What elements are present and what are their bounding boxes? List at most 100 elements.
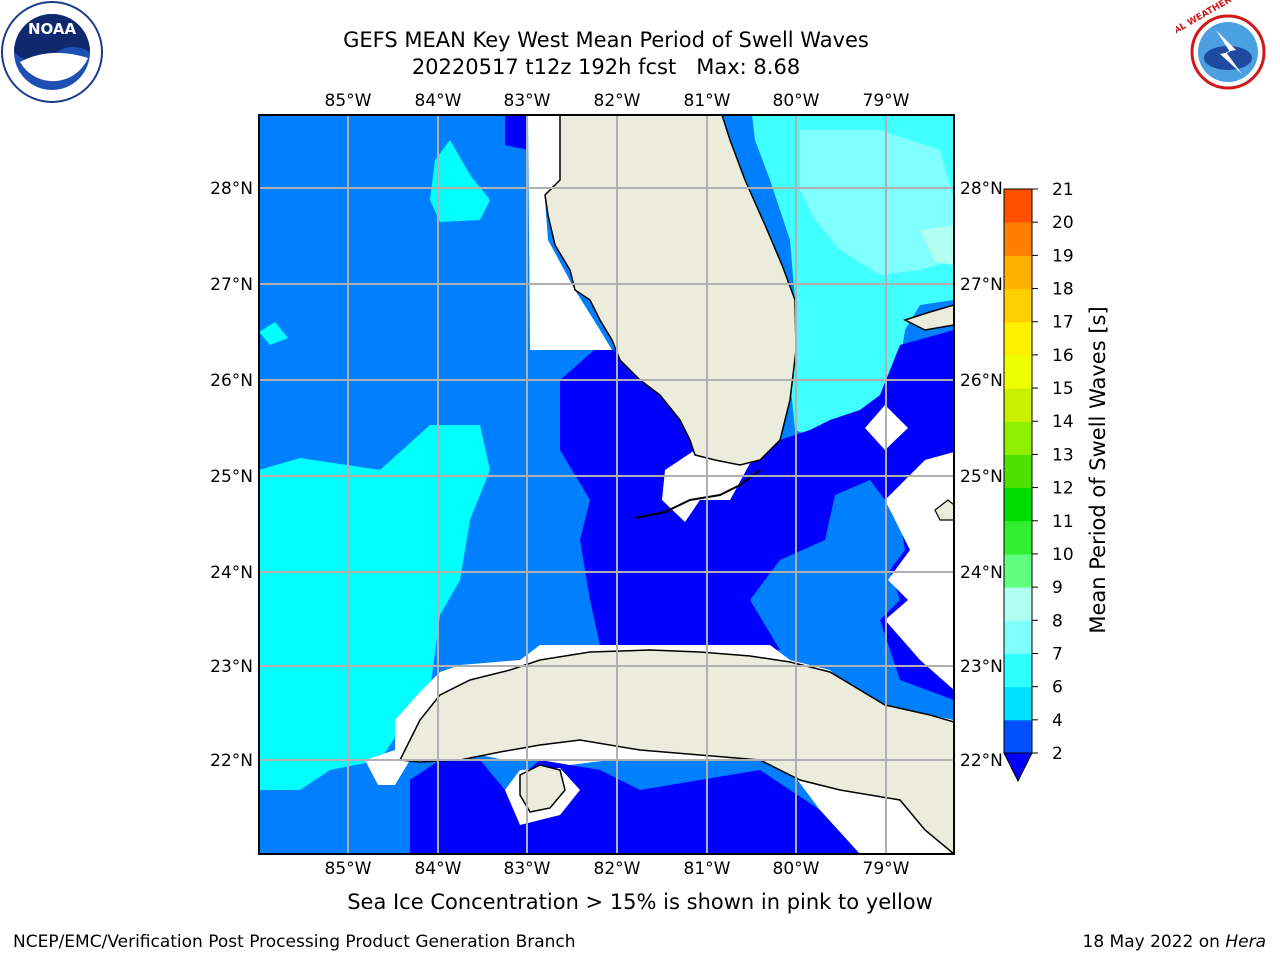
colorbar-band (1004, 288, 1032, 323)
colorbar-tick-label: 11 (1052, 512, 1074, 532)
colorbar-band (1004, 520, 1032, 555)
missing-area-6 (528, 115, 612, 350)
lat-label-right: 25°N (960, 467, 1003, 487)
colorbar-tick-label: 17 (1052, 313, 1074, 333)
colorbar-tick-label: 7 (1052, 644, 1063, 664)
chart-subtitle: 20220517 t12z 192h fcst Max: 8.68 (256, 54, 956, 80)
lat-label-right: 23°N (960, 657, 1003, 677)
map-frame (258, 114, 955, 855)
colorbar-band (1004, 222, 1032, 256)
lon-label-top: 80°W (773, 91, 820, 111)
contour-4-6-west (259, 425, 490, 790)
lon-label-bottom: 82°W (594, 859, 641, 879)
colorbar-tick-label: 13 (1052, 445, 1074, 465)
lat-label-left: 28°N (210, 179, 253, 199)
lon-label-bottom: 83°W (504, 859, 551, 879)
run-label: 20220517 t12z 192h fcst (411, 55, 677, 79)
lon-labels-bottom: 85°W 84°W 83°W 82°W 81°W 80°W 79°W (325, 859, 910, 879)
footer-host: Hera (1225, 932, 1266, 952)
lon-label-bottom: 80°W (773, 859, 820, 879)
colorbar-tick-label: 4 (1052, 711, 1063, 731)
lat-labels-left: 28°N 27°N 26°N 25°N 24°N 23°N 22°N (210, 179, 253, 771)
sea-ice-caption: Sea Ice Concentration > 15% is shown in … (347, 890, 933, 914)
lon-label-top: 85°W (325, 91, 372, 111)
lat-labels-right: 28°N 27°N 26°N 25°N 24°N 23°N 22°N (960, 179, 1003, 771)
lat-label-right: 24°N (960, 563, 1003, 583)
colorbar-tick-label: 19 (1052, 246, 1074, 266)
colorbar-under-triangle (1003, 752, 1033, 783)
lat-label-left: 24°N (210, 563, 253, 583)
noaa-logo-text: NOAA (28, 20, 77, 38)
land-florida (544, 115, 797, 466)
land-cuba (398, 649, 954, 854)
colorbar-tick-label: 15 (1052, 379, 1074, 399)
colorbar-tick-label: 10 (1052, 545, 1074, 565)
colorbar-tick-label: 9 (1052, 578, 1063, 598)
lon-label-bottom: 85°W (325, 859, 372, 879)
colorbar-tick-label: 21 (1052, 180, 1074, 200)
lon-label-bottom: 84°W (415, 859, 462, 879)
lat-label-right: 27°N (960, 275, 1003, 295)
colorbar-tick-label: 12 (1052, 479, 1074, 499)
colorbar-tick-label: 16 (1052, 346, 1074, 366)
land-bahamas (903, 304, 954, 331)
contour-under-2-north-strip (505, 115, 528, 150)
max-label: Max: 8.68 (696, 55, 801, 79)
graticule (259, 115, 954, 854)
colorbar-band (1004, 587, 1032, 621)
chart-title: GEFS MEAN Key West Mean Period of Swell … (343, 28, 869, 52)
colorbar-frame (1003, 188, 1033, 754)
nws-logo: NATIONAL WEATHER SERVICE (1176, 0, 1278, 102)
florida-keys (634, 469, 761, 519)
lon-label-top: 81°W (684, 91, 731, 111)
land-isla-juventud (519, 764, 566, 813)
colorbar-band (1004, 653, 1032, 688)
land-andros (934, 499, 954, 521)
colorbar-band (1004, 321, 1032, 356)
colorbar-title: Mean Period of Swell Waves [s] (1086, 306, 1110, 634)
lon-label-top: 84°W (415, 91, 462, 111)
footer-branch: NCEP/EMC/Verification Post Processing Pr… (13, 932, 576, 952)
colorbar: 2 4 6 7 8 9 10 11 12 13 14 15 16 17 18 19 20 21 (1003, 180, 1074, 783)
lat-label-left: 25°N (210, 467, 253, 487)
contour-7-8-east (800, 130, 954, 275)
noaa-logo: NOAA (1, 1, 103, 103)
contour-8-9-east (920, 225, 954, 265)
colorbar-tick-label: 8 (1052, 611, 1063, 631)
colorbar-band (1004, 388, 1032, 422)
lon-label-bottom: 79°W (863, 859, 910, 879)
colorbar-band (1004, 719, 1032, 754)
contour-4-6-left-small (259, 322, 288, 345)
lat-label-right: 26°N (960, 371, 1003, 391)
footer-date: 18 May 2022 on Hera (1083, 932, 1267, 952)
lat-label-right: 22°N (960, 751, 1003, 771)
colorbar-tick-label: 6 (1052, 678, 1063, 698)
colorbar-tick-label: 14 (1052, 412, 1074, 432)
lon-label-top: 83°W (504, 91, 551, 111)
lat-label-left: 27°N (210, 275, 253, 295)
lon-labels-top: 85°W 84°W 83°W 82°W 81°W 80°W 79°W (325, 91, 910, 111)
colorbar-band (1004, 421, 1032, 455)
colorbar-band (1004, 487, 1032, 522)
lon-label-bottom: 81°W (684, 859, 731, 879)
lon-label-top: 79°W (863, 91, 910, 111)
colorbar-tick-label: 18 (1052, 280, 1074, 300)
contour-under-2-straits (560, 330, 954, 700)
colorbar-tick-label: 2 (1052, 744, 1063, 764)
lat-label-right: 28°N (960, 179, 1003, 199)
colorbar-band (1004, 686, 1032, 721)
colorbar-band (1004, 553, 1032, 588)
footer-date-text: 18 May 2022 on (1082, 932, 1220, 952)
colorbar-band (1004, 620, 1032, 654)
lat-label-left: 23°N (210, 657, 253, 677)
colorbar-band (1004, 454, 1032, 489)
colorbar-band (1004, 354, 1032, 389)
contour-4-6-north (430, 140, 490, 222)
lat-label-left: 26°N (210, 371, 253, 391)
lat-label-left: 22°N (210, 751, 253, 771)
colorbar-tick-label: 20 (1052, 213, 1074, 233)
lon-label-top: 82°W (594, 91, 641, 111)
colorbar-band (1004, 189, 1032, 223)
colorbar-band (1004, 255, 1032, 290)
